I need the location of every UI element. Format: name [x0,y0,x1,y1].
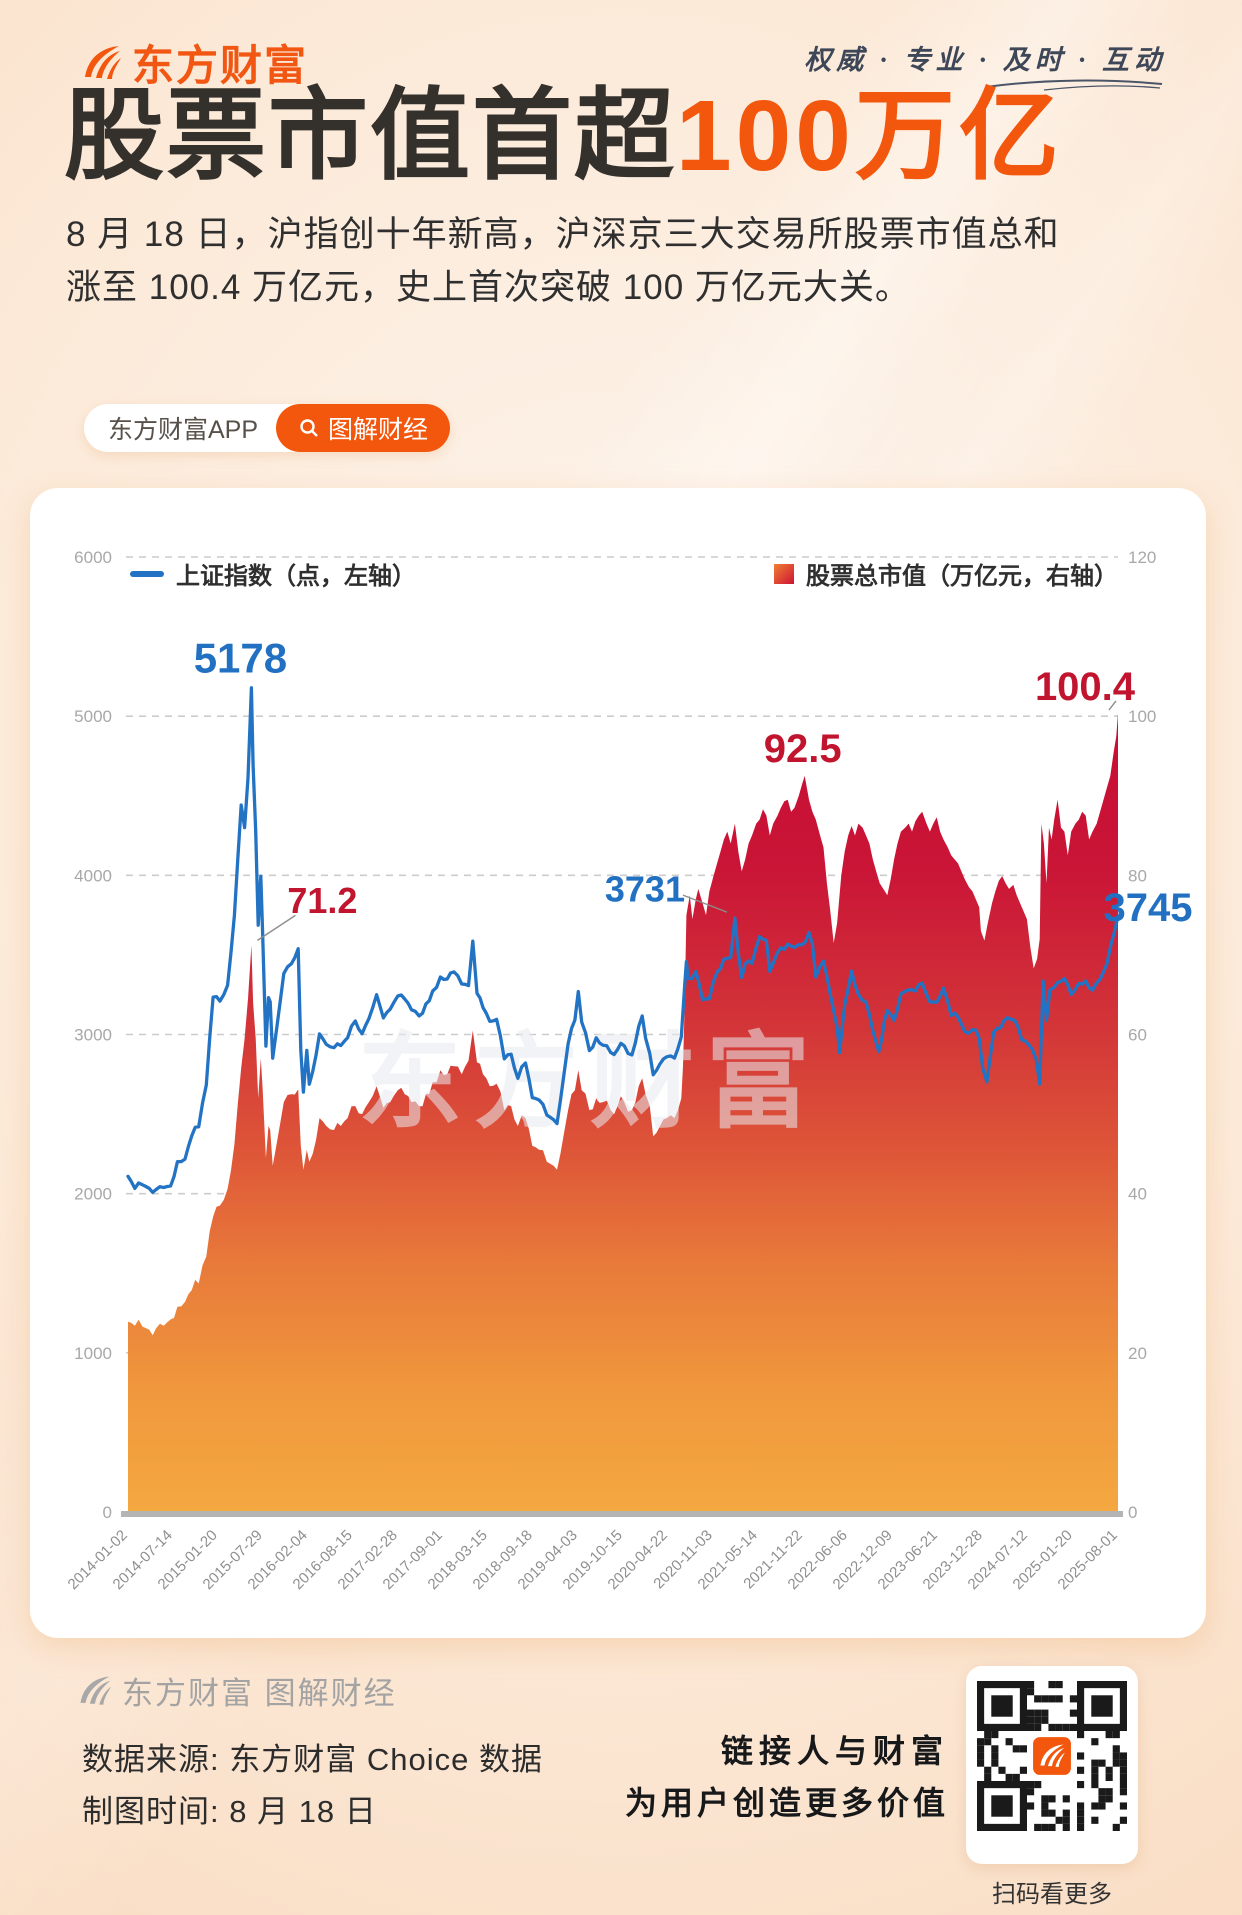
title-black: 股票市值首超 [64,80,676,192]
slogan-underline-icon [985,79,1163,91]
svg-text:92.5: 92.5 [764,727,842,771]
chart-svg: 0 0 1000 20 2000 40 3000 60 4000 80 5000 100 6000 120… [65,548,1193,1593]
line-series-sse-index [126,686,1120,1195]
intro-line-2: 涨至 100.4 万亿元，史上首次突破 100 万亿元大关。 [66,268,911,307]
svg-text:2000: 2000 [74,1185,112,1204]
data-source: 数据来源: 东方财富 Choice 数据 [82,1742,543,1777]
legend-mcap-label: 股票总市值（万亿元，右轴） [806,563,1118,590]
qr-caption: 扫码看更多 [992,1881,1112,1908]
topic-badge-label: 图解财经 [328,416,429,444]
page-title: 股票市值首超100万亿 [64,82,1063,190]
footer-brand: 东方财富 图解财经 [78,1668,397,1713]
svg-text:3745: 3745 [1104,886,1193,930]
svg-text:6000: 6000 [74,548,112,567]
footer-brand-icon [78,1674,112,1708]
header-slogan: 权威 · 专业 · 及时 · 互动 [804,45,1166,75]
svg-text:71.2: 71.2 [287,880,357,921]
legend-mcap: 股票总市值（万亿元，右轴） [774,556,1118,591]
search-icon [300,419,318,437]
svg-text:4000: 4000 [74,866,112,885]
header-logo: 东方财富 [82,32,308,93]
svg-text:100.4: 100.4 [1035,665,1136,709]
chart-date: 制图时间: 8 月 18 日 [82,1794,377,1829]
app-badge-label: 东方财富APP [108,416,259,444]
svg-text:20: 20 [1128,1344,1147,1363]
topic-badge[interactable]: 图解财经 [276,404,451,452]
title-orange: 100万亿 [676,80,1063,192]
intro-line-1: 8 月 18 日，沪指创十年新高，沪深京三大交易所股票市值总和 [66,215,1060,254]
area-series-market-cap [128,713,1118,1512]
svg-text:3731: 3731 [605,869,685,910]
qr-code [977,1681,1127,1831]
x-axis-labels: 2014-01-022014-07-142015-01-202015-07-29… [65,1527,1121,1593]
svg-text:0: 0 [1128,1503,1137,1522]
svg-text:5000: 5000 [74,707,112,726]
svg-text:80: 80 [1128,866,1147,885]
brand-logo-icon [82,43,122,83]
svg-text:100: 100 [1128,707,1156,726]
svg-text:0: 0 [103,1503,112,1522]
footer-slogan-1: 链接人与财富 [720,1733,949,1769]
legend-sse-label: 上证指数（点，左轴） [176,563,416,590]
svg-text:40: 40 [1128,1185,1147,1204]
svg-text:60: 60 [1128,1026,1147,1045]
svg-text:3000: 3000 [74,1026,112,1045]
chart-card: 0 0 1000 20 2000 40 3000 60 4000 80 5000 100 6000 120… [30,488,1206,1638]
footer-brand-label: 东方财富 图解财经 [122,1676,397,1711]
svg-text:1000: 1000 [74,1344,112,1363]
app-badge[interactable]: 东方财富APP 图解财经 [84,404,451,452]
legend-mcap-mark [774,563,794,584]
legend-sse: 上证指数（点，左轴） [130,556,416,591]
svg-text:120: 120 [1128,548,1156,567]
svg-text:5178: 5178 [194,634,287,681]
chart-annotations: 5178 71.2 3731 92.5 100.4 3745 [194,634,1193,941]
qr-card [966,1666,1138,1864]
brand-name: 东方财富 [132,42,309,89]
legend-sse-mark [130,570,164,577]
intro-text: 8 月 18 日，沪指创十年新高，沪深京三大交易所股票市值总和 涨至 100.4… [66,208,1060,314]
footer-slogan-2: 为用户创造更多价值 [624,1785,949,1821]
chart-watermark: 东方财富 [358,1025,822,1141]
axis-baseline [121,1511,1123,1517]
